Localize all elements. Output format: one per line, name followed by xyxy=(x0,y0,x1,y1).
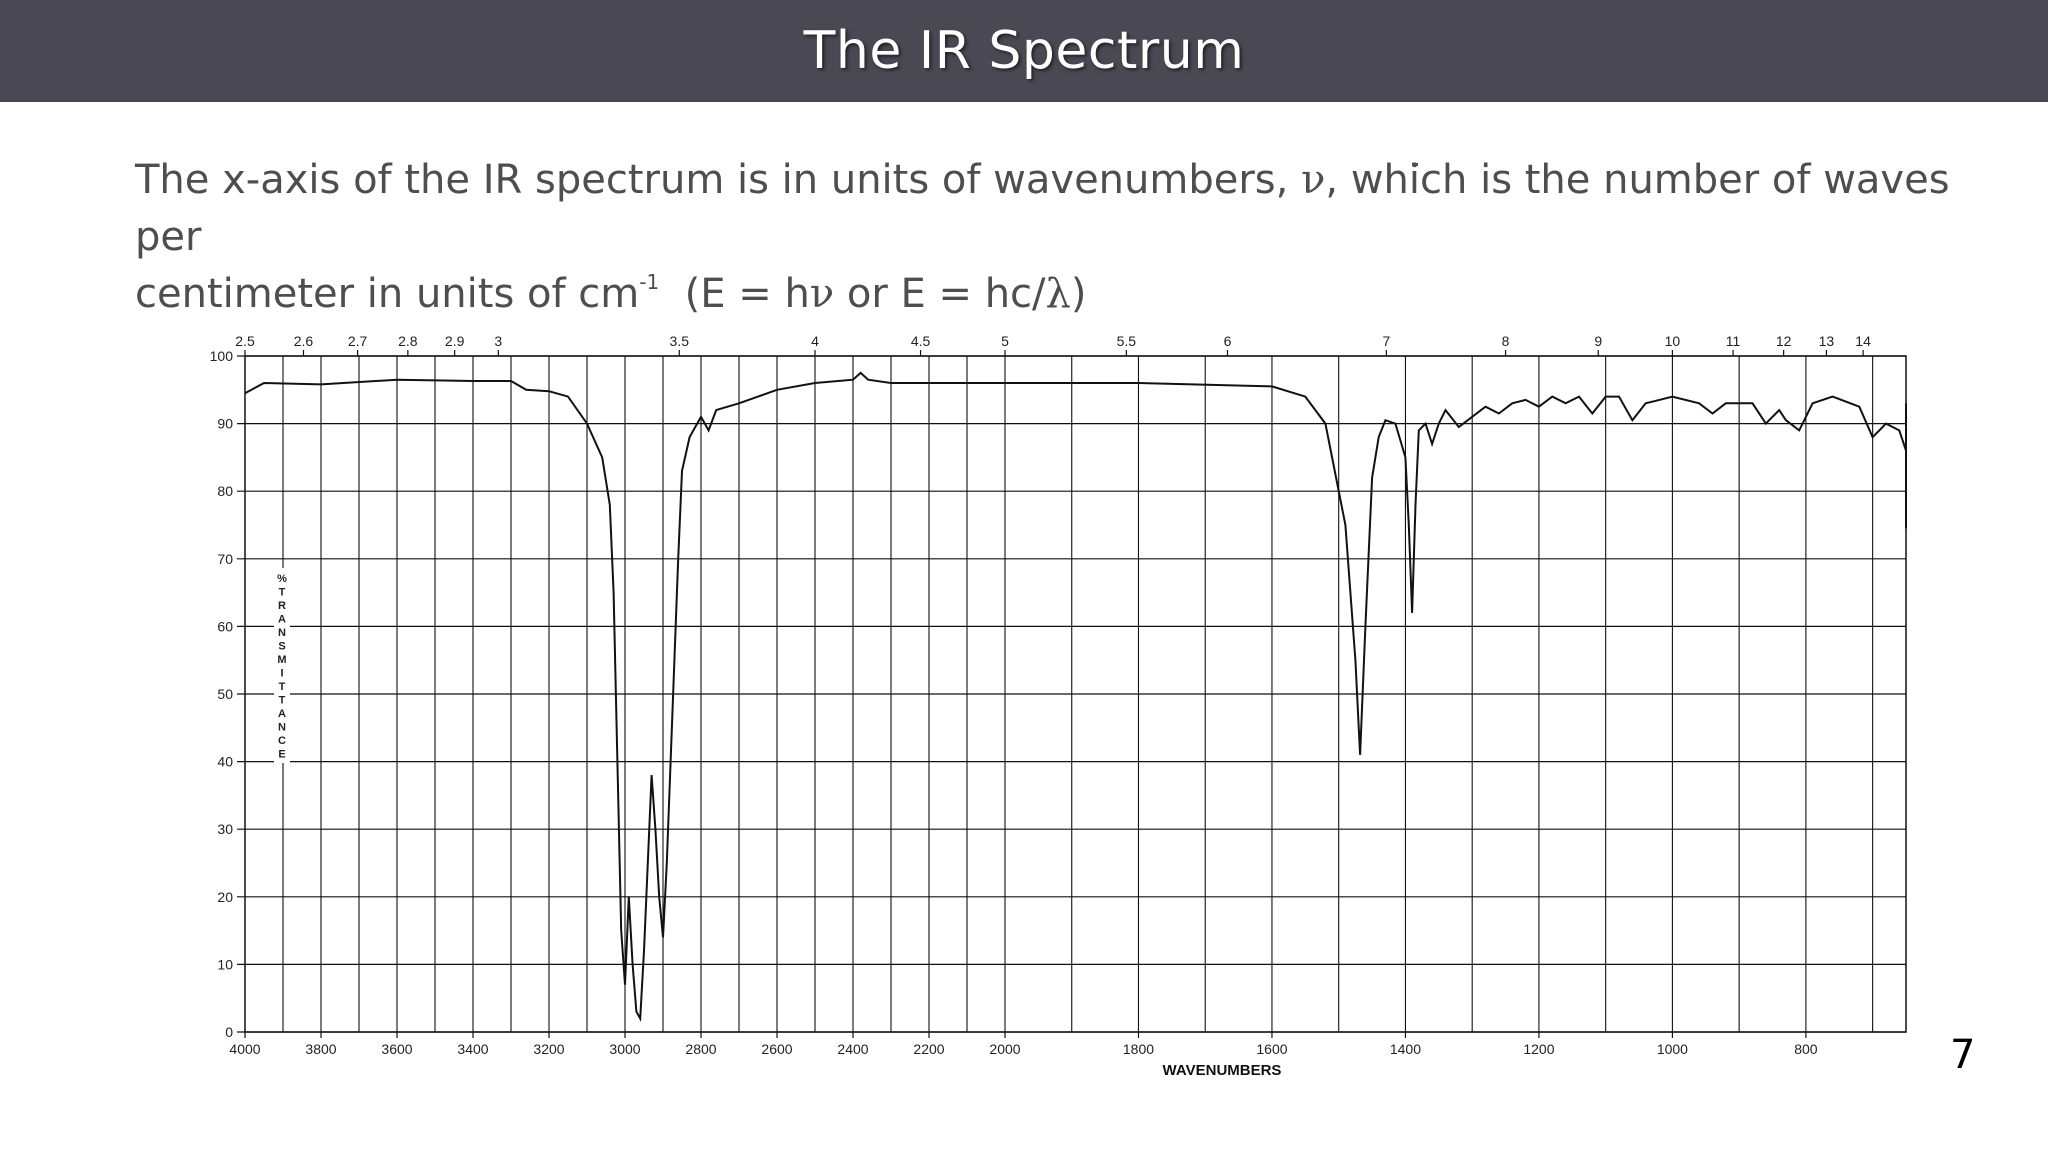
x-tick-label: 1000 xyxy=(1657,1041,1688,1057)
x-tick-label: 1800 xyxy=(1123,1041,1154,1057)
top-tick-label: 3 xyxy=(494,333,502,349)
top-tick-label: 5 xyxy=(1001,333,1009,349)
x-tick-label: 2800 xyxy=(685,1041,716,1057)
body-line-2-part-2: (E = h xyxy=(659,271,810,317)
x-tick-label: 1200 xyxy=(1523,1041,1554,1057)
x-tick-label: 4000 xyxy=(229,1041,260,1057)
top-tick-label: 4 xyxy=(811,333,819,349)
y-label-letter: R xyxy=(278,600,286,612)
x-axis-label: WAVENUMBERS xyxy=(1163,1062,1282,1079)
top-tick-label: 10 xyxy=(1665,333,1681,349)
y-label-letter: A xyxy=(278,614,286,626)
top-tick-label: 7 xyxy=(1382,333,1390,349)
top-tick-label: 13 xyxy=(1819,333,1835,349)
x-tick-label: 2400 xyxy=(837,1041,868,1057)
y-label-letter: % xyxy=(277,573,287,585)
x-tick-label: 3200 xyxy=(533,1041,564,1057)
y-label-letter: S xyxy=(278,641,285,653)
y-label-letter: C xyxy=(278,735,286,747)
top-tick-label: 11 xyxy=(1726,333,1741,349)
y-tick-label: 0 xyxy=(225,1024,233,1040)
x-tick-label: 2000 xyxy=(989,1041,1020,1057)
top-tick-label: 3.5 xyxy=(670,333,690,349)
y-label-letter: T xyxy=(279,695,286,707)
chart-grid xyxy=(237,355,1907,1033)
body-line-1-part-3: ch is the number of waves per xyxy=(135,157,1950,260)
y-label-letter: A xyxy=(278,708,286,720)
y-tick-label: 40 xyxy=(217,754,233,770)
nu-symbol-2: ν xyxy=(809,271,835,317)
spectrum-line xyxy=(244,371,1907,1022)
top-tick-label: 6 xyxy=(1224,333,1232,349)
y-tick-label: 10 xyxy=(217,956,233,972)
lambda-symbol: λ xyxy=(1045,271,1071,317)
y-label-letter: T xyxy=(279,681,286,693)
y-label-background xyxy=(274,568,290,763)
top-tick-label: 14 xyxy=(1855,333,1871,349)
top-tick-label: 5.5 xyxy=(1117,333,1137,349)
top-tick-label: 4.5 xyxy=(911,333,931,349)
page-number: 7 xyxy=(1950,1032,1976,1078)
overbar-letter: i xyxy=(1408,157,1421,203)
x-tick-label: 3000 xyxy=(609,1041,640,1057)
title-bar: The IR Spectrum xyxy=(0,0,2048,102)
top-tick-label: 2.5 xyxy=(235,333,255,349)
body-line-1-part-2: , wh xyxy=(1325,157,1409,203)
y-tick-label: 20 xyxy=(217,889,233,905)
y-tick-label: 80 xyxy=(217,483,233,499)
top-tick-label: 2.7 xyxy=(348,333,368,349)
body-line-2: centimeter in units of cm-1 (E = hν or E… xyxy=(135,266,2015,323)
nu-symbol: ν xyxy=(1301,157,1326,203)
y-label-letter: E xyxy=(278,749,285,761)
y-label-letter: M xyxy=(277,654,286,666)
y-tick-label: 100 xyxy=(210,348,234,364)
body-line-2-part-3: or E = hc/ xyxy=(834,271,1046,317)
top-tick-label: 2.9 xyxy=(445,333,465,349)
superscript: -1 xyxy=(639,270,660,294)
x-tick-label: 2600 xyxy=(761,1041,792,1057)
body-line-2-part-1: centimeter in units of cm xyxy=(135,271,640,317)
x-tick-label: 3800 xyxy=(305,1041,336,1057)
body-line-1: The x-axis of the IR spectrum is in unit… xyxy=(135,152,2015,266)
top-tick-label: 8 xyxy=(1502,333,1510,349)
y-label-letter: T xyxy=(279,587,286,599)
y-tick-label: 30 xyxy=(217,821,233,837)
top-tick-label: 2.6 xyxy=(294,333,314,349)
body-text: The x-axis of the IR spectrum is in unit… xyxy=(135,152,2015,323)
x-tick-label: 2200 xyxy=(913,1041,944,1057)
y-label-letter: N xyxy=(278,627,286,639)
x-tick-label: 1600 xyxy=(1256,1041,1287,1057)
body-line-1-part-1: The x-axis of the IR spectrum is in unit… xyxy=(135,157,1302,203)
top-tick-label: 9 xyxy=(1594,333,1602,349)
x-tick-label: 3600 xyxy=(381,1041,412,1057)
y-label-letter: N xyxy=(278,722,286,734)
top-tick-label: 2.8 xyxy=(398,333,418,349)
x-tick-label: 800 xyxy=(1794,1041,1818,1057)
y-label-letter: I xyxy=(280,668,283,680)
x-tick-label: 1400 xyxy=(1390,1041,1421,1057)
y-tick-label: 90 xyxy=(217,416,233,432)
y-tick-label: 70 xyxy=(217,551,233,567)
slide-title: The IR Spectrum xyxy=(803,21,1245,81)
y-tick-label: 50 xyxy=(217,686,233,702)
x-tick-label: 3400 xyxy=(457,1041,488,1057)
top-tick-label: 12 xyxy=(1776,333,1792,349)
body-line-2-part-4: ) xyxy=(1070,271,1087,317)
y-tick-label: 60 xyxy=(217,618,233,634)
